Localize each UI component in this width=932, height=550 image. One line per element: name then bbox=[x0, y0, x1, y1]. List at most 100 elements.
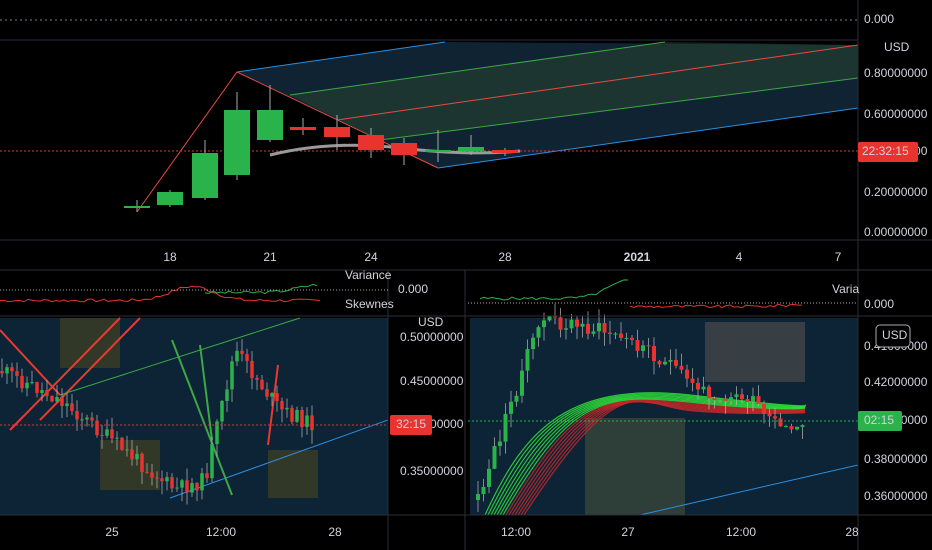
axis-label: 0.50000000 bbox=[400, 330, 464, 344]
candle-body bbox=[200, 473, 204, 491]
candle-body bbox=[701, 386, 706, 390]
candle-body bbox=[547, 316, 552, 321]
candle-body bbox=[740, 394, 744, 400]
candle-body bbox=[110, 429, 114, 439]
countdown: 02:15 bbox=[864, 413, 894, 427]
candle-body bbox=[690, 378, 695, 383]
candle-body bbox=[275, 393, 279, 402]
ribbon bbox=[523, 400, 806, 515]
trend-line bbox=[639, 464, 858, 515]
candle-body bbox=[569, 319, 574, 329]
candle-body bbox=[784, 426, 788, 428]
zone bbox=[0, 318, 388, 515]
candle-body bbox=[391, 143, 417, 155]
candle-body bbox=[762, 403, 766, 414]
axis-label: 28 bbox=[845, 525, 859, 539]
countdown-box bbox=[390, 415, 432, 435]
candle-body bbox=[135, 453, 139, 460]
candle-body bbox=[729, 397, 733, 401]
candle-body bbox=[795, 426, 799, 430]
candle-body bbox=[145, 472, 149, 474]
candle-body bbox=[536, 327, 541, 338]
candle-body bbox=[613, 333, 618, 335]
candle-body bbox=[10, 367, 14, 372]
unit-button[interactable] bbox=[875, 324, 911, 348]
candle-body bbox=[492, 150, 518, 153]
unit-label: USD bbox=[418, 315, 444, 329]
zone bbox=[585, 418, 685, 515]
candle-body bbox=[80, 419, 84, 421]
candle-body bbox=[734, 394, 739, 398]
candle-body bbox=[245, 354, 249, 361]
axis-label: 21 bbox=[263, 250, 277, 264]
candle-body bbox=[265, 389, 269, 397]
candle-body bbox=[25, 382, 29, 389]
candle-body bbox=[553, 316, 557, 318]
ribbon bbox=[496, 396, 806, 515]
candle-body bbox=[778, 418, 783, 427]
candle-body bbox=[619, 333, 623, 338]
indicator-name: Varia bbox=[832, 282, 859, 296]
countdown-box bbox=[858, 411, 902, 431]
candle-body bbox=[498, 441, 502, 447]
indicator-name: Skewnes bbox=[345, 297, 394, 311]
candle-body bbox=[514, 395, 519, 402]
trend-line bbox=[39, 317, 141, 421]
candle-body bbox=[789, 426, 794, 430]
trend-line bbox=[267, 364, 279, 446]
candle-body bbox=[55, 397, 59, 402]
axis-label: 0.00000000 bbox=[864, 225, 928, 239]
candle-body bbox=[185, 480, 189, 493]
candle-body bbox=[105, 429, 109, 436]
axis-label: 4 bbox=[736, 250, 743, 264]
candle-body bbox=[602, 323, 607, 333]
candle-body bbox=[663, 361, 667, 365]
candle-body bbox=[15, 371, 19, 376]
candle-body bbox=[305, 415, 309, 427]
candle-body bbox=[481, 486, 486, 495]
trend-line bbox=[199, 344, 213, 441]
candle-body bbox=[487, 468, 491, 487]
oscillator bbox=[0, 285, 321, 303]
axis-label: 0.38000000 bbox=[864, 452, 928, 466]
candle-body bbox=[767, 413, 772, 417]
candle-body bbox=[646, 345, 651, 347]
axis-label: 0.000 bbox=[864, 297, 894, 311]
candle-body bbox=[712, 398, 717, 401]
oscillator bbox=[629, 303, 803, 309]
candle-body bbox=[120, 437, 124, 450]
candle-body bbox=[5, 367, 9, 374]
axis-label: 0.20000000 bbox=[864, 185, 928, 199]
zone bbox=[60, 318, 120, 368]
oscillator bbox=[204, 283, 318, 295]
countdown: 32:15 bbox=[396, 417, 426, 431]
candle-body bbox=[155, 477, 159, 479]
candle-body bbox=[165, 477, 169, 482]
candle-body bbox=[685, 369, 689, 379]
candle-body bbox=[310, 415, 314, 431]
candle-body bbox=[509, 401, 513, 414]
candle-body bbox=[542, 320, 546, 328]
candle-body bbox=[190, 483, 194, 493]
candle-body bbox=[235, 350, 239, 362]
fork-line bbox=[437, 107, 858, 169]
candle-body bbox=[458, 147, 484, 151]
axis-label: 28 bbox=[328, 525, 342, 539]
unit-label: USD bbox=[884, 40, 910, 54]
candle-body bbox=[130, 449, 134, 460]
candle-body bbox=[745, 399, 750, 402]
candle-body bbox=[425, 150, 451, 152]
candle-body bbox=[674, 360, 678, 366]
ribbon bbox=[499, 397, 806, 515]
candle-body bbox=[575, 319, 579, 327]
candle-body bbox=[492, 446, 497, 469]
countdown: 22:32:15 bbox=[862, 144, 909, 158]
candle-body bbox=[220, 400, 224, 422]
candle-body bbox=[60, 397, 64, 407]
axis-label: 2021 bbox=[624, 250, 651, 264]
candle-body bbox=[290, 127, 316, 130]
trend-line bbox=[0, 329, 61, 396]
candle-body bbox=[641, 345, 645, 351]
candle-body bbox=[95, 420, 99, 436]
fork-line bbox=[289, 41, 666, 96]
